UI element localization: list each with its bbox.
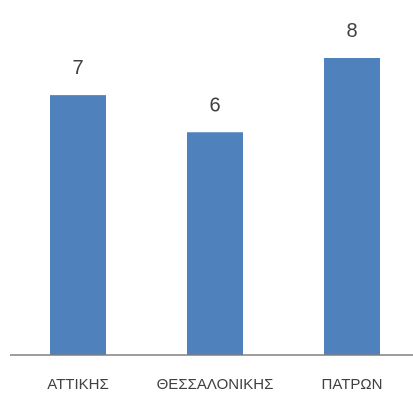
data-label-1: 7 <box>72 57 83 79</box>
bar-3 <box>324 58 380 355</box>
category-labels: ΑΤΤΙΚΗΣ ΘΕΣΣΑΛΟΝΙΚΗΣ ΠΑΤΡΩΝ <box>47 376 382 393</box>
bar-1 <box>50 95 106 355</box>
bars-layer <box>50 58 380 355</box>
data-label-3: 8 <box>346 20 357 42</box>
category-label-3: ΠΑΤΡΩΝ <box>322 376 383 393</box>
category-label-1: ΑΤΤΙΚΗΣ <box>47 376 109 393</box>
labels-layer: 7 6 8 <box>72 20 357 116</box>
bar-2 <box>187 132 243 355</box>
category-label-2: ΘΕΣΣΑΛΟΝΙΚΗΣ <box>157 376 274 393</box>
data-label-2: 6 <box>209 94 220 116</box>
